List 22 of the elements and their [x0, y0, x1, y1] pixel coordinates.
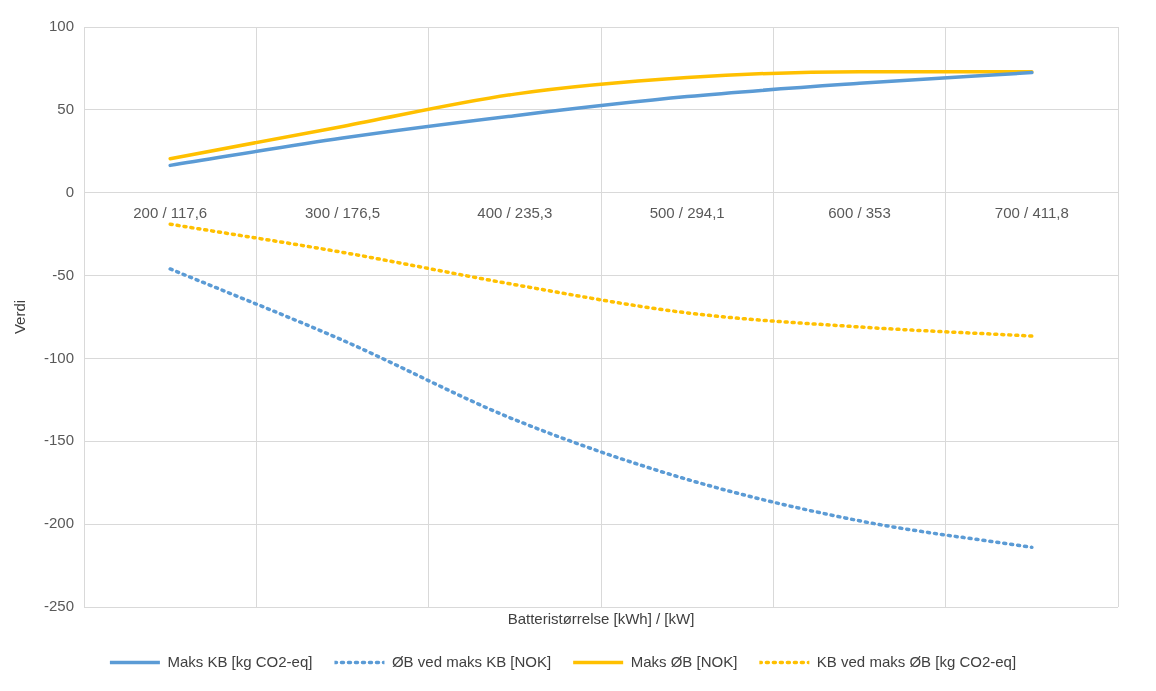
y-tick-label: 0: [65, 182, 75, 200]
x-axis-title: Batteristørrelse [kWh] / [kW]: [507, 610, 695, 628]
line-series: [168, 267, 1034, 550]
y-tick-label: -100: [43, 348, 75, 366]
y-tick-label: 100: [48, 17, 75, 35]
line-series: [168, 222, 1034, 338]
x-tick-label: 700 / 411,8: [994, 203, 1069, 221]
y-tick-label: 50: [57, 100, 75, 117]
y-tick-label: -250: [43, 597, 75, 615]
y-tick-label: -150: [43, 431, 75, 449]
legend-label: Maks KB [kg CO2-eq]: [167, 652, 313, 670]
y-tick-label: -200: [43, 514, 75, 532]
x-tick-label: 400 / 235,3: [477, 203, 553, 221]
x-tick-label: 600 / 353: [828, 203, 891, 221]
x-tick-label: 200 / 117,6: [133, 203, 208, 221]
x-tick-label: 500 / 294,1: [649, 203, 725, 221]
y-tick-label: -50: [52, 265, 75, 283]
legend-label: ØB ved maks KB [NOK]: [391, 652, 552, 670]
legend-label: Maks ØB [NOK]: [630, 652, 738, 670]
y-axis-title: Verdi: [11, 299, 29, 335]
x-tick-label: 300 / 176,5: [304, 203, 381, 221]
legend-label: KB ved maks ØB [kg CO2-eq]: [816, 652, 1017, 670]
